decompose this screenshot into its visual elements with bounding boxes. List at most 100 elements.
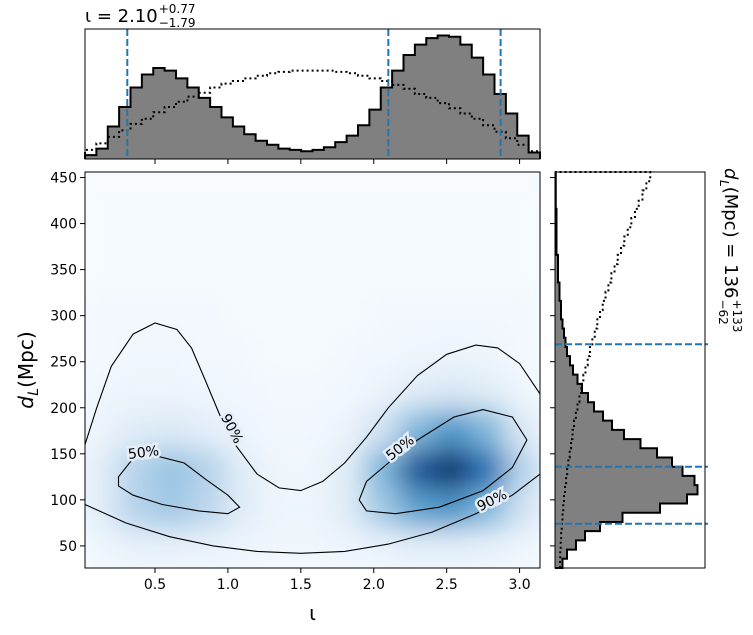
density-cell [259,172,296,213]
hist-bar [426,38,439,159]
density-cell [154,250,191,292]
hist-bar [312,149,325,159]
hist-bar [505,113,518,159]
y-tick-label: 350 [50,263,77,279]
density-cell [294,250,331,292]
density-cell [399,409,436,450]
hist-bar [380,87,393,159]
density-cell [294,527,331,568]
hist-bar [555,429,624,440]
hist-bar [460,44,473,159]
density-cell [434,527,471,568]
density-cell [434,290,471,331]
right-label-sub: L [717,180,731,187]
density-cell [469,172,506,213]
hist-bar [198,97,211,159]
density-cell [504,172,540,213]
hist-bar [437,35,450,159]
density-cell [119,448,156,490]
density-cell [294,172,331,213]
density-cell [224,448,261,490]
density-cell [329,369,366,411]
density-cell [85,290,121,331]
hist-bar [96,148,109,159]
x-tick-label: 1.5 [290,577,312,593]
y-tick-label: 200 [50,401,77,417]
density-cell [224,329,261,371]
density-cell [294,409,331,450]
density-cell [399,527,436,568]
density-cell [224,172,261,213]
hist-bar [369,109,382,159]
density-cell [85,250,121,292]
density-cell [434,448,471,490]
hist-bar [85,155,97,159]
hist-bar [449,36,461,159]
hist-bar [528,152,541,159]
density-cell [399,172,436,213]
density-cell [119,369,156,411]
contour-line [85,473,540,554]
hist-bar [555,374,578,385]
y-label-main: d [14,396,38,409]
density-cell [189,369,226,411]
hist-bar [323,147,336,159]
hist-bar [555,475,695,486]
density-cell [85,172,121,213]
hist-bar [555,521,600,532]
right-label-sub2: −62 [716,299,730,324]
density-cell [469,369,506,411]
density-cell [329,448,366,490]
density-cell [504,369,540,411]
hist-bar [555,393,588,403]
density [85,172,540,568]
density-cell [364,172,401,213]
density-cell [189,290,226,331]
main-frame [84,171,541,569]
hist-bar [555,346,567,357]
density-cell [434,172,471,213]
density-cell [259,329,296,371]
density-cell [119,329,156,371]
density-cell [189,250,226,292]
density-cell [329,329,366,371]
x-tick-label: 1.0 [217,577,239,593]
density-cell [119,172,156,213]
density-cell [399,211,436,252]
hist-outline [84,34,541,159]
top-frame [84,28,541,160]
contour-line [85,322,540,492]
right-label-main: d [720,168,741,180]
density-cell [189,211,226,252]
density-cell [434,369,471,411]
x-tick-label: 2.5 [436,577,458,593]
density-cell [294,211,331,252]
density-cell [85,409,121,450]
hist-bar [555,540,576,550]
density-cell [364,488,401,529]
density-cell [85,211,121,252]
hist-bar [555,383,582,394]
density-cell [224,290,261,331]
density-cell [294,448,331,490]
y-tick-label: 100 [50,493,77,509]
y-label-rest: (Mpc) [14,331,38,388]
density-cell [364,290,401,331]
density-cell [469,211,506,252]
y-tick-label: 250 [50,355,77,371]
density-cell [329,172,366,213]
density-cell [259,488,296,529]
density-cell [259,369,296,411]
density-cell [504,329,540,371]
density-cell [469,290,506,331]
hist-bar [289,149,302,159]
hist-bar [555,365,573,376]
hist-bar [221,117,234,159]
hist-bar [176,78,188,159]
density-cell [364,448,401,490]
right-frame [554,171,706,569]
density-cell [329,211,366,252]
y-tick-label: 450 [50,171,77,187]
density-cell [154,211,191,252]
hist-bar [555,457,672,468]
